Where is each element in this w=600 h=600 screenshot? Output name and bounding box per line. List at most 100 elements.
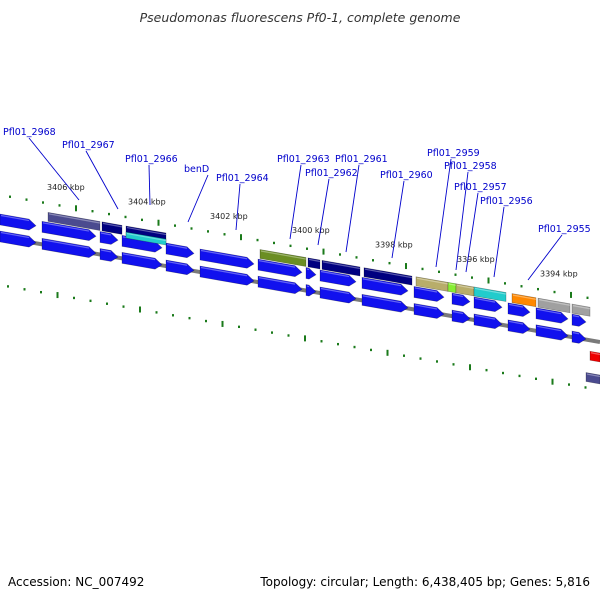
cds-arrow-row-a-highlight — [306, 268, 310, 271]
cds-arrow-row-b-highlight — [536, 325, 562, 332]
genome-summary-text: Topology: circular; Length: 6,438,405 bp… — [259, 575, 590, 589]
cds-arrow-row-a-highlight — [258, 260, 296, 268]
cds-arrow-row-b-highlight — [320, 287, 350, 295]
gene-label-leader — [85, 150, 119, 210]
feature-layer — [0, 212, 600, 385]
cds-arrow-row-a — [571, 313, 587, 327]
slate-feature-highlight — [586, 373, 600, 378]
cds-arrow-row-a — [199, 248, 255, 269]
cds-arrow-row-a — [99, 231, 119, 245]
cds-arrow-row-a-highlight — [200, 249, 248, 260]
gene-label-leader — [527, 234, 563, 281]
gene-label-leader — [235, 183, 241, 231]
gene-label: Pfl01_2964 — [216, 173, 269, 184]
annotation-block — [571, 303, 591, 317]
gene-label: Pfl01_2961 — [335, 154, 388, 165]
accession-text: Accession: NC_007492 — [8, 575, 144, 589]
gene-label-leader — [28, 137, 80, 201]
cds-arrow-row-a-highlight — [0, 214, 30, 222]
annotation-block-highlight — [456, 284, 475, 290]
gene-label: Pfl01_2959 — [427, 148, 480, 159]
slate-feature — [585, 372, 600, 385]
cds-arrow-row-a-highlight — [362, 278, 402, 287]
cds-arrow-row-b-highlight — [100, 249, 112, 253]
cds-arrow-row-b-highlight — [258, 277, 296, 285]
tick-label: 3394 kbp — [540, 270, 578, 279]
gene-label: Pfl01_2957 — [454, 182, 507, 193]
cds-arrow-row-b-highlight — [474, 314, 496, 320]
cds-arrow-row-b — [507, 319, 531, 334]
cds-arrow-row-b — [257, 275, 303, 294]
cds-arrow-row-b-highlight — [362, 295, 402, 304]
cds-arrow-row-a — [0, 213, 37, 231]
cds-arrow-row-a — [257, 258, 303, 277]
gene-label-layer: Pfl01_2968 Pfl01_2967 Pfl01_2966 benD Pfl01_… — [3, 127, 591, 281]
cds-arrow-row-b — [413, 303, 445, 319]
cds-arrow-row-b-highlight — [572, 332, 580, 335]
cds-arrow-row-b — [305, 284, 317, 297]
gene-label: Pfl01_2962 — [305, 168, 358, 179]
annotation-block — [537, 297, 571, 314]
annotation-block — [473, 286, 507, 302]
annotation-block-highlight — [102, 222, 123, 228]
gene-label-leader — [435, 158, 452, 268]
cds-arrow-row-a — [41, 220, 97, 241]
annotation-block — [47, 212, 101, 231]
cds-arrow-row-b — [99, 248, 119, 262]
annotation-block — [321, 259, 361, 277]
cds-arrow-row-a — [413, 286, 445, 302]
cds-arrow-row-b — [165, 259, 195, 276]
annotation-block — [511, 293, 537, 308]
cds-arrow-row-a-highlight — [508, 303, 524, 308]
gene-label: Pfl01_2966 — [125, 154, 178, 165]
cds-arrow-row-b — [0, 230, 37, 248]
gene-label: Pfl01_2967 — [62, 140, 115, 151]
cds-arrow-row-a — [361, 276, 409, 296]
gene-label: Pfl01_2956 — [480, 196, 533, 207]
cds-arrow-row-a-highlight — [452, 294, 464, 298]
cds-arrow-row-b — [319, 286, 357, 304]
cds-arrow-row-b-highlight — [414, 304, 438, 310]
cds-arrow-row-b — [571, 330, 587, 344]
cds-arrow-row-b-highlight — [200, 266, 248, 277]
annotation-block-highlight — [308, 258, 321, 263]
annotation-block-highlight — [416, 277, 449, 285]
gene-label-leader — [148, 164, 151, 206]
outer-tick-ring — [9, 195, 589, 300]
cds-arrow-row-a — [507, 302, 531, 317]
cds-arrow-row-a-highlight — [42, 222, 90, 232]
annotation-block-highlight — [126, 232, 167, 242]
cds-arrow-row-a-highlight — [474, 297, 496, 303]
annotation-block-highlight — [126, 226, 167, 236]
cds-arrow-row-b — [361, 293, 409, 313]
cds-arrow-row-a-highlight — [166, 243, 188, 249]
cds-arrow-row-b-highlight — [166, 260, 188, 266]
red-feature — [589, 350, 600, 363]
annotation-block-highlight — [538, 299, 571, 306]
cds-arrow-row-b — [41, 237, 97, 258]
gene-label-leader — [345, 164, 360, 253]
annotation-block — [125, 231, 167, 246]
cds-arrow-row-b — [535, 324, 569, 341]
annotation-block-highlight — [322, 261, 361, 270]
red-feature-highlight — [590, 352, 600, 356]
cds-arrow-row-a-highlight — [100, 232, 112, 236]
gene-label-leader — [455, 171, 469, 271]
gene-label: Pfl01_2955 — [538, 224, 591, 235]
gene-label: Pfl01_2960 — [380, 170, 433, 181]
annotation-block — [363, 267, 413, 286]
cds-arrow-row-b — [121, 251, 163, 270]
cds-arrow-row-b — [451, 309, 471, 324]
cds-arrow-row-b-highlight — [122, 253, 156, 261]
gene-label-leader — [493, 206, 505, 278]
annotation-block — [259, 249, 307, 267]
map-title: Pseudomonas fluorescens Pf0-1, complete … — [140, 10, 461, 25]
annotation-block-highlight — [260, 250, 307, 260]
cds-arrow-row-a — [305, 267, 317, 280]
gene-label: Pfl01_2958 — [444, 161, 497, 172]
gene-label-leader — [391, 180, 405, 259]
cds-arrow-row-a — [319, 269, 357, 287]
tick-label: 3404 kbp — [128, 197, 166, 206]
inner-tick-ring — [7, 285, 587, 389]
gene-label-leader — [187, 174, 209, 223]
